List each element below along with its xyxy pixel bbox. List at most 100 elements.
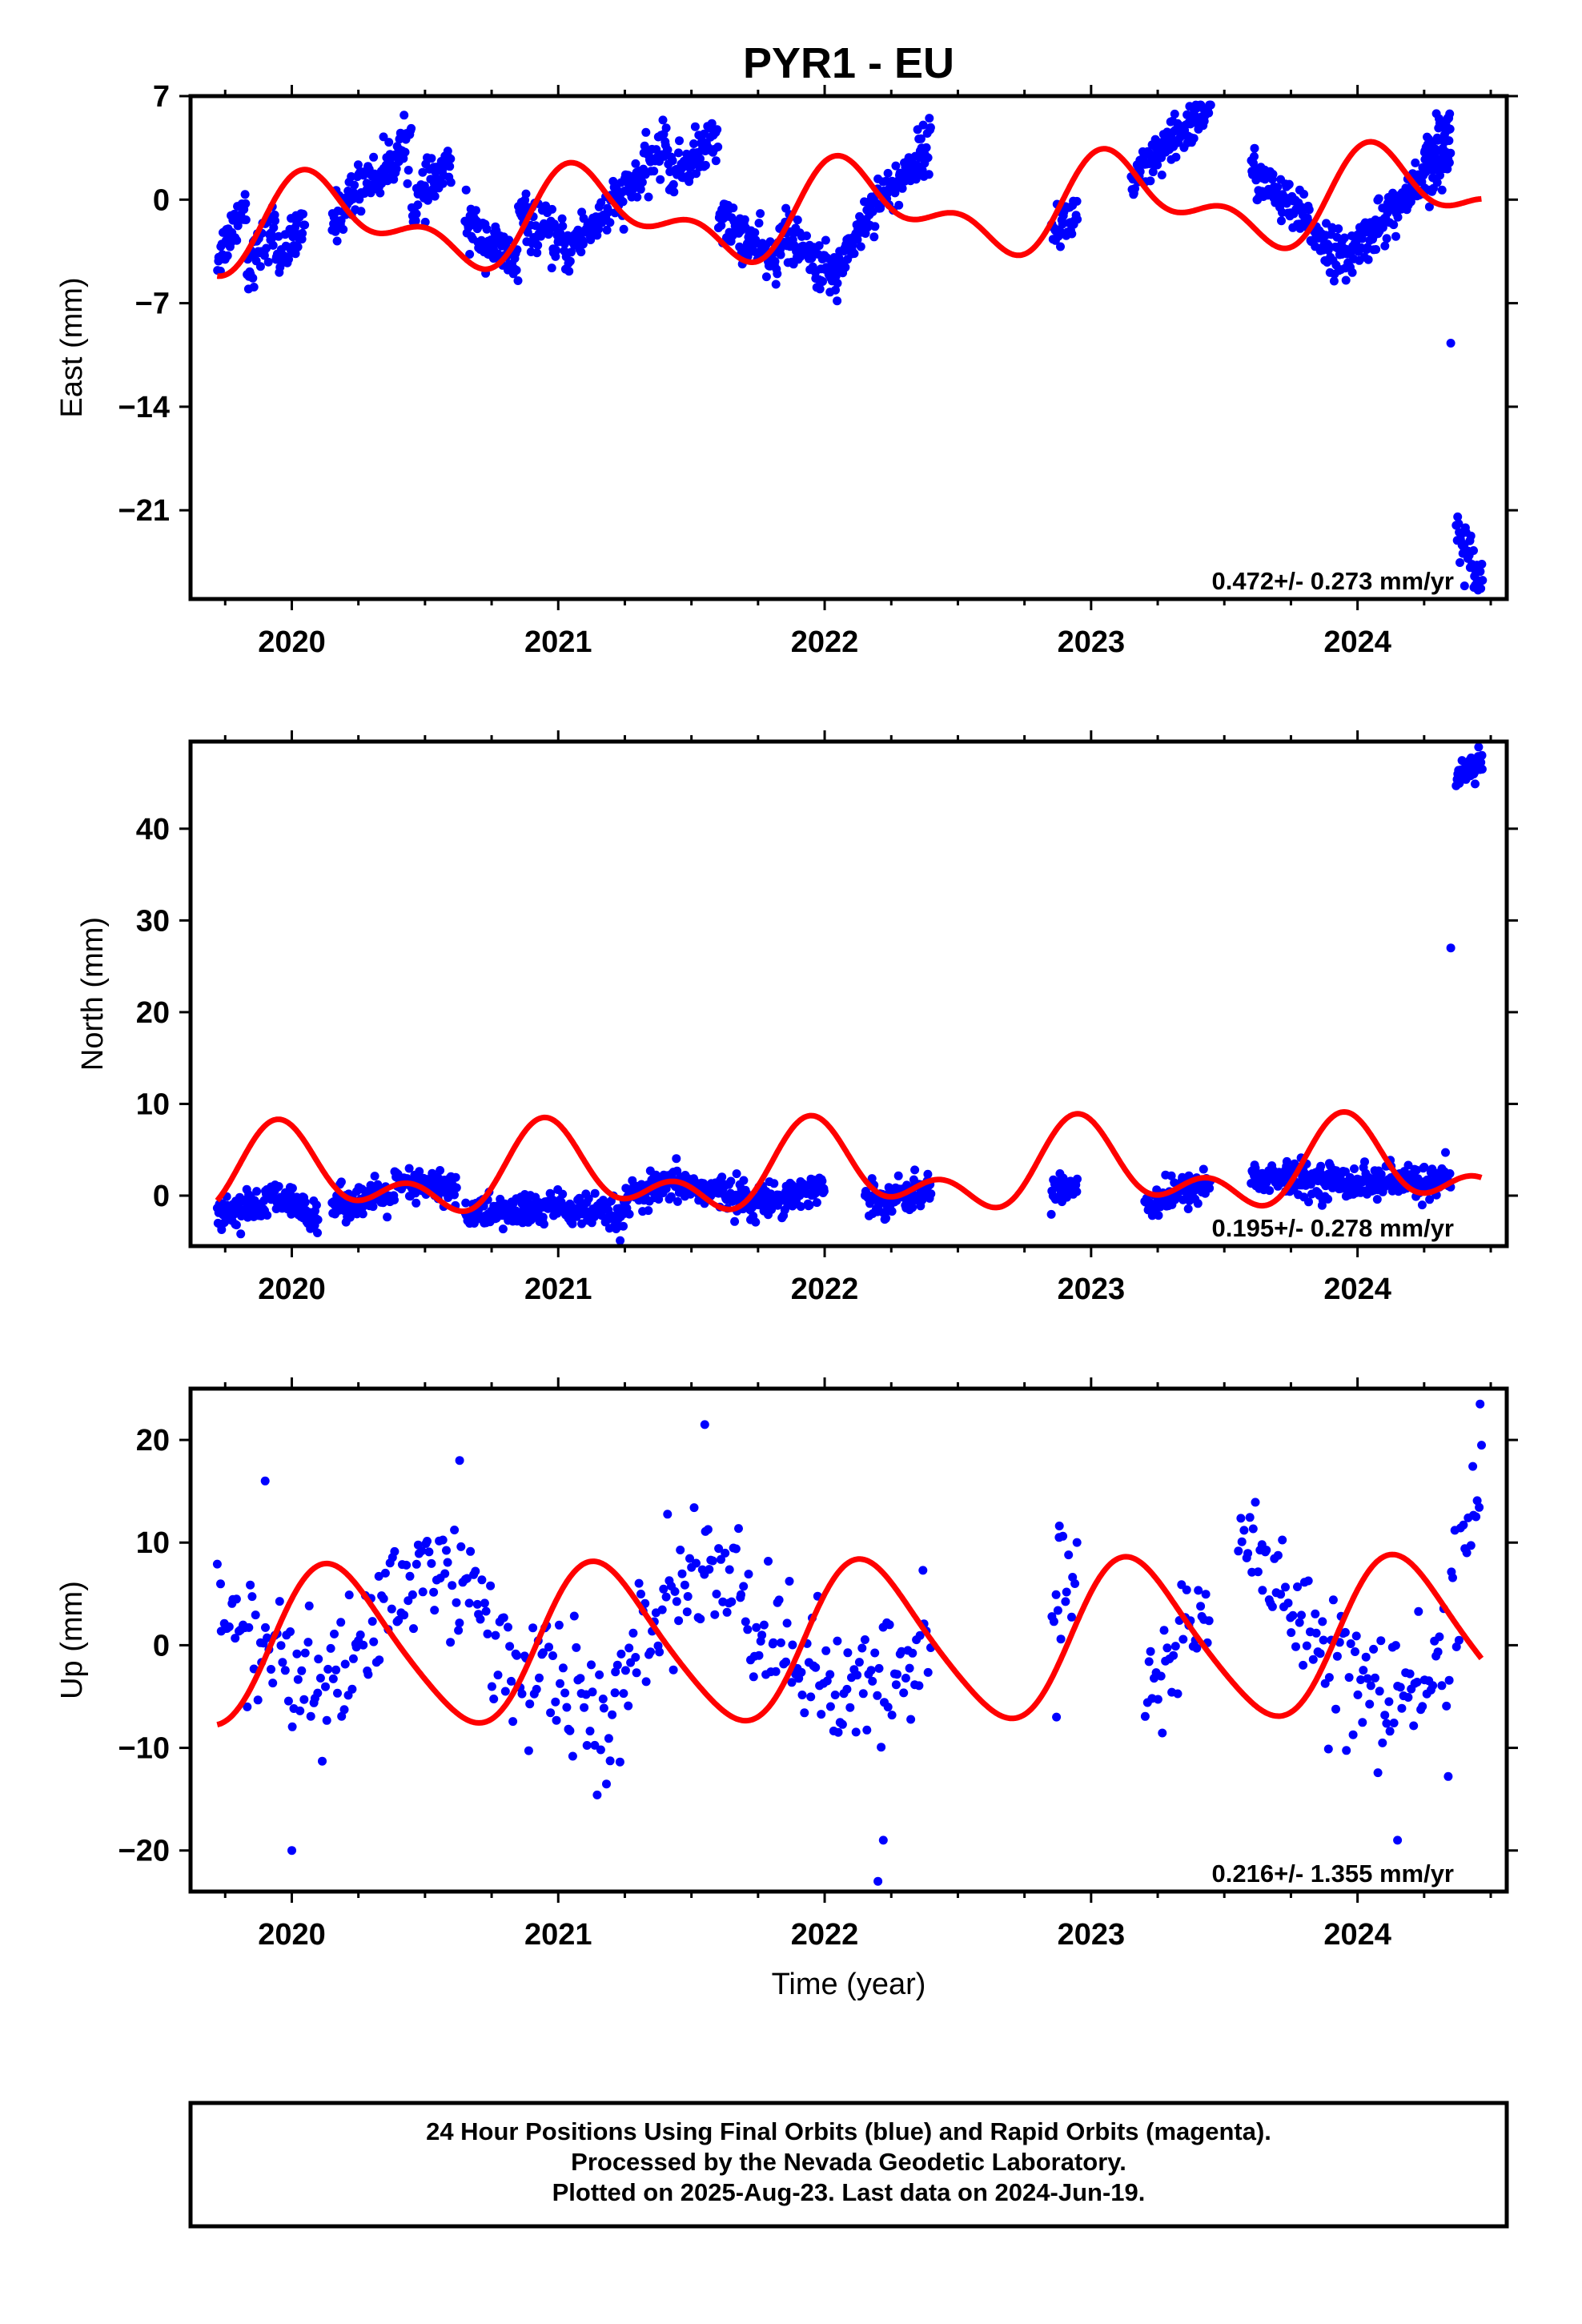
up-data-point <box>1454 1635 1464 1645</box>
up-data-point <box>565 1726 575 1735</box>
east-data-point <box>856 242 865 251</box>
up-data-point <box>1466 1541 1476 1550</box>
up-data-point <box>471 1566 480 1576</box>
up-data-point <box>1356 1675 1366 1684</box>
up-data-point <box>333 1688 342 1698</box>
up-data-point <box>1475 1502 1484 1512</box>
up-data-point <box>1067 1612 1076 1622</box>
x-tick-label: 2020 <box>258 625 326 659</box>
east-data-point <box>557 214 567 223</box>
north-data-point <box>1166 1171 1176 1180</box>
east-data-point <box>1334 224 1343 234</box>
up-data-point <box>409 1624 418 1634</box>
up-data-point <box>893 1670 901 1679</box>
east-data-point <box>637 178 647 187</box>
up-data-point <box>408 1590 417 1599</box>
east-data-point <box>389 175 399 184</box>
east-data-point <box>427 154 436 163</box>
north-data-point <box>1183 1204 1193 1213</box>
up-data-point <box>456 1542 466 1551</box>
up-data-point <box>418 1587 428 1597</box>
up-data-point <box>1061 1597 1070 1606</box>
east-data-point <box>815 284 825 294</box>
east-data-point <box>576 247 586 257</box>
up-data-point <box>251 1610 260 1620</box>
up-data-point <box>689 1503 699 1513</box>
north-data-point <box>336 1177 346 1187</box>
up-data-point <box>556 1679 564 1688</box>
east-data-point <box>482 224 492 234</box>
up-data-point <box>244 1622 254 1632</box>
up-data-point <box>1204 1616 1214 1626</box>
up-data-point <box>696 1614 705 1624</box>
north-data-point <box>673 1196 682 1206</box>
up-data-point <box>1346 1639 1355 1648</box>
up-data-point <box>1144 1657 1154 1667</box>
east-data-point <box>461 185 471 195</box>
up-data-point <box>546 1708 556 1718</box>
up-data-point <box>462 1574 472 1583</box>
up-data-point <box>1363 1674 1372 1683</box>
up-data-point <box>330 1629 339 1638</box>
up-data-point <box>1315 1649 1325 1659</box>
up-data-point <box>328 1674 338 1683</box>
up-data-point <box>631 1653 640 1662</box>
up-data-point <box>1295 1618 1304 1627</box>
east-data-point <box>765 237 775 247</box>
east-data-point <box>713 143 723 151</box>
up-data-point <box>1178 1634 1188 1644</box>
up-data-point <box>1293 1582 1302 1591</box>
up-data-point <box>1201 1590 1211 1599</box>
up-data-point <box>682 1607 692 1617</box>
up-data-point <box>887 1711 897 1720</box>
up-data-point <box>596 1745 605 1755</box>
east-data-point <box>833 296 842 306</box>
east-data-point <box>249 283 259 292</box>
up-data-point <box>725 1565 734 1574</box>
east-data-point <box>353 160 363 170</box>
up-data-point <box>1373 1768 1383 1778</box>
east-data-point <box>291 249 300 259</box>
east-data-point <box>446 178 456 187</box>
east-data-point <box>565 256 575 266</box>
north-data-layer <box>212 742 1487 1245</box>
up-data-point <box>405 1571 415 1581</box>
up-data-point <box>717 1554 725 1564</box>
east-outlier-point <box>1446 339 1456 348</box>
up-data-point <box>1158 1728 1167 1738</box>
east-data-point <box>853 235 862 244</box>
up-data-point <box>821 1646 831 1655</box>
up-data-point <box>1267 1602 1277 1611</box>
up-data-point <box>860 1635 869 1644</box>
x-tick-label: 2020 <box>258 1918 326 1952</box>
up-data-point <box>1311 1609 1320 1618</box>
up-data-point <box>1384 1697 1394 1707</box>
up-data-point <box>624 1643 634 1653</box>
up-data-point <box>1472 1512 1481 1522</box>
up-data-point <box>1236 1514 1246 1523</box>
east-data-point <box>833 279 842 288</box>
north-data-point <box>616 1236 625 1245</box>
north-data-point <box>769 1179 779 1188</box>
up-data-point <box>1375 1687 1384 1696</box>
up-data-point <box>486 1581 496 1590</box>
up-data-point <box>1361 1652 1371 1662</box>
up-data-point <box>811 1663 821 1672</box>
up-data-point <box>424 1547 434 1557</box>
up-data-point <box>1051 1590 1061 1599</box>
north-data-point <box>908 1203 917 1212</box>
up-data-point <box>712 1590 721 1598</box>
up-data-point <box>782 1618 792 1628</box>
up-data-point <box>1064 1550 1074 1560</box>
north-data-point <box>263 1211 272 1220</box>
up-data-point <box>1237 1537 1247 1546</box>
up-data-point <box>1389 1719 1399 1727</box>
up-data-point <box>304 1601 314 1610</box>
up-data-point <box>1278 1535 1287 1545</box>
up-data-point <box>721 1548 730 1558</box>
up-data-point <box>585 1727 595 1736</box>
north-data-point <box>390 1195 399 1204</box>
east-data-point <box>618 197 628 207</box>
x-tick-label: 2022 <box>791 625 859 659</box>
up-data-point <box>1153 1695 1162 1704</box>
